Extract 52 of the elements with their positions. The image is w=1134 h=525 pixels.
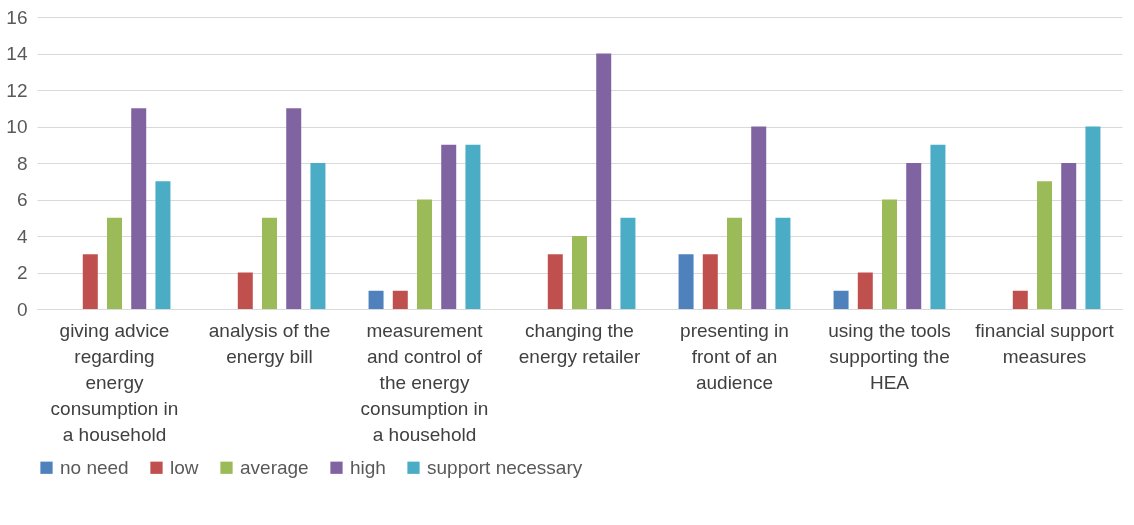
bar [131,108,147,309]
bar [310,163,326,309]
legend-label: average [240,456,309,478]
bar [1061,163,1077,309]
x-tick-label: measurement and control of the energy consumption in a household [360,319,489,445]
y-tick-label: 4 [16,225,28,247]
bar [286,108,302,309]
bar [882,199,897,309]
y-tick-label: 2 [16,262,28,283]
bar [751,126,767,309]
bar [368,290,384,309]
x-tick-label: changing the energy retailer [518,319,641,367]
legend-label: low [170,456,199,478]
bar [465,144,481,309]
bar [678,254,694,309]
bar [237,272,253,309]
x-tick-label: giving advice regarding energy consumption in a household [50,319,179,445]
bar [906,163,922,309]
bar [596,53,612,309]
y-tick-label: 8 [16,152,28,174]
bar [702,254,718,309]
x-tick-label: presenting in front of an audience [680,319,789,393]
y-tick-label: 14 [6,43,28,64]
x-tick-label: analysis of the energy bill [208,319,331,367]
bar [1012,290,1028,309]
bar [441,144,457,309]
bar [155,181,171,309]
bar [620,217,636,309]
y-tick-label: 6 [16,189,28,210]
legend-label: no need [60,456,129,478]
bar [857,272,873,309]
bar [775,217,791,309]
bar [833,290,849,309]
y-tick-label: 16 [6,6,28,28]
bar [82,254,98,309]
bar [547,254,563,309]
bar [727,217,742,309]
bar [930,144,946,309]
y-tick-label: 10 [6,116,28,137]
bar [1085,126,1101,309]
legend-label: support necessary [427,456,583,478]
bar [262,217,277,309]
bar [107,217,122,309]
y-tick-label: 12 [6,79,28,101]
x-tick-label: financial support measures [975,319,1115,367]
bar [392,290,408,309]
x-tick-label: using the tools supporting the HEA [828,319,951,393]
bar [572,236,587,309]
bar [1037,181,1052,309]
y-tick-label: 0 [16,298,28,320]
bar [417,199,432,309]
legend-label: high [350,456,386,478]
